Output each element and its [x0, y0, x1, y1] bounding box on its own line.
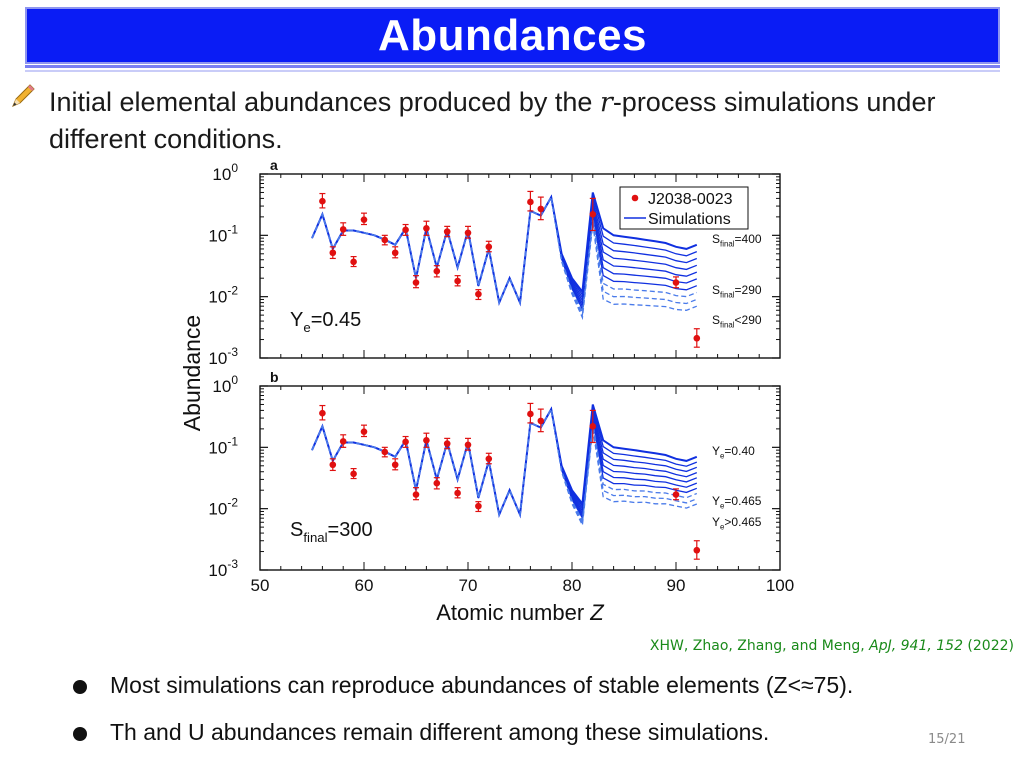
observed-point	[402, 438, 409, 446]
observed-point	[454, 489, 461, 497]
pencil-icon	[12, 84, 35, 107]
observed-point	[443, 440, 451, 447]
observed-point	[589, 211, 597, 218]
observed-point	[527, 198, 534, 206]
series-label: Ye>0.465	[712, 515, 762, 532]
observed-point	[475, 290, 482, 298]
series-label: Sfinal<290	[712, 313, 762, 330]
plot-frame	[259, 385, 781, 571]
y-tick-label: 10-2	[208, 284, 238, 307]
x-tick-label: 70	[459, 576, 478, 595]
observed-point	[693, 546, 701, 554]
bullet-item: Th and U abundances remain different amo…	[70, 719, 853, 766]
panel-b: 10-3 10-2 10-1 100 b	[208, 369, 781, 580]
observed-point	[433, 267, 441, 275]
y-tick-label: 10-1	[208, 434, 238, 457]
simulation-line	[311, 404, 698, 519]
observed-point	[589, 423, 597, 430]
observed-point	[339, 226, 347, 233]
title-bar: Abundances	[25, 7, 1000, 64]
legend: J2038-0023 Simulations	[619, 186, 749, 230]
panel-label: b	[270, 369, 279, 385]
observed-point	[672, 279, 680, 286]
y-axis-title: Abundance	[179, 315, 205, 431]
series-label: Ye=0.465	[712, 494, 762, 511]
observed-point	[360, 428, 368, 435]
bullet-list: Most simulations can reproduce abundance…	[70, 672, 853, 766]
legend-simulation-label: Simulations	[648, 211, 731, 228]
y-tick-label: 10-3	[208, 557, 238, 580]
x-tick-label: 50	[251, 576, 270, 595]
observed-point	[350, 470, 357, 478]
observed-point	[423, 437, 430, 444]
y-tick-label: 10-2	[208, 496, 238, 519]
observed-point	[454, 277, 461, 285]
observed-point	[464, 229, 472, 237]
observed-point	[391, 249, 399, 257]
observed-point	[329, 249, 337, 257]
observed-point	[360, 216, 368, 223]
observed-point	[319, 197, 326, 205]
intro-text: Initial elemental abundances produced by…	[49, 87, 936, 154]
legend-observed-marker	[631, 194, 639, 202]
x-tick-label: 80	[563, 576, 582, 595]
bullet-dot-icon	[73, 727, 87, 741]
x-tick-label: 60	[355, 576, 374, 595]
y-tick-label: 100	[212, 373, 238, 396]
series-label: Sfinal=290	[712, 283, 762, 300]
abundance-chart: 10-3 10-2 10-1 100 a Sfinal=400 Sfinal=290 Sfin…	[179, 158, 794, 625]
simulation-line	[311, 407, 698, 518]
y-tick-label: 10-1	[208, 222, 238, 245]
observed-point	[464, 441, 472, 449]
bullet-item: Most simulations can reproduce abundance…	[70, 672, 853, 719]
r-variable: r	[599, 87, 613, 118]
observed-point	[475, 502, 482, 510]
simulation-line	[311, 407, 698, 528]
observed-point	[672, 491, 680, 498]
simulation-line	[311, 407, 698, 518]
y-tick-label: 10-3	[208, 345, 238, 368]
observed-point	[433, 479, 441, 487]
observed-point	[381, 448, 389, 456]
page-number: 15/21	[928, 732, 966, 747]
legend-observed-label: J2038-0023	[648, 191, 733, 208]
y-tick-label: 100	[212, 161, 238, 184]
citation[interactable]: XHW, Zhao, Zhang, and Meng, ApJ, 941, 15…	[649, 638, 1014, 654]
observed-point	[350, 258, 357, 266]
observed-point	[537, 205, 545, 213]
observed-point	[527, 410, 534, 418]
simulation-line	[311, 407, 698, 525]
simulation-line	[311, 195, 698, 321]
panel-annotation: Ye=0.45	[290, 309, 361, 335]
series-label: Ye=0.40	[712, 444, 755, 461]
title-rule-light	[25, 70, 1000, 72]
observed-point	[329, 461, 337, 469]
plot-frame	[259, 173, 781, 359]
observed-point	[485, 243, 493, 251]
observed-point	[423, 225, 430, 232]
series-label: Sfinal=400	[712, 232, 762, 249]
observed-point	[412, 491, 420, 498]
title-rule	[25, 65, 1000, 68]
observed-point	[443, 228, 451, 235]
observed-point	[381, 236, 389, 244]
panel-label: a	[270, 158, 278, 173]
x-tick-label: 100	[766, 576, 794, 595]
page-title: Abundances	[377, 10, 648, 60]
observed-point	[485, 455, 493, 463]
observed-point	[693, 334, 701, 342]
observed-point	[537, 417, 545, 425]
panel-a: 10-3 10-2 10-1 100 a	[208, 158, 781, 368]
x-axis-title: Atomic number Z	[436, 600, 605, 625]
x-tick-label: 90	[667, 576, 686, 595]
observed-point	[319, 409, 326, 417]
observed-point	[339, 438, 347, 445]
observed-point	[402, 226, 409, 234]
observed-point	[412, 279, 420, 286]
legend-box	[619, 186, 749, 230]
observed-point	[391, 461, 399, 469]
panel-annotation: Sfinal=300	[290, 519, 373, 545]
bullet-dot-icon	[73, 680, 87, 694]
